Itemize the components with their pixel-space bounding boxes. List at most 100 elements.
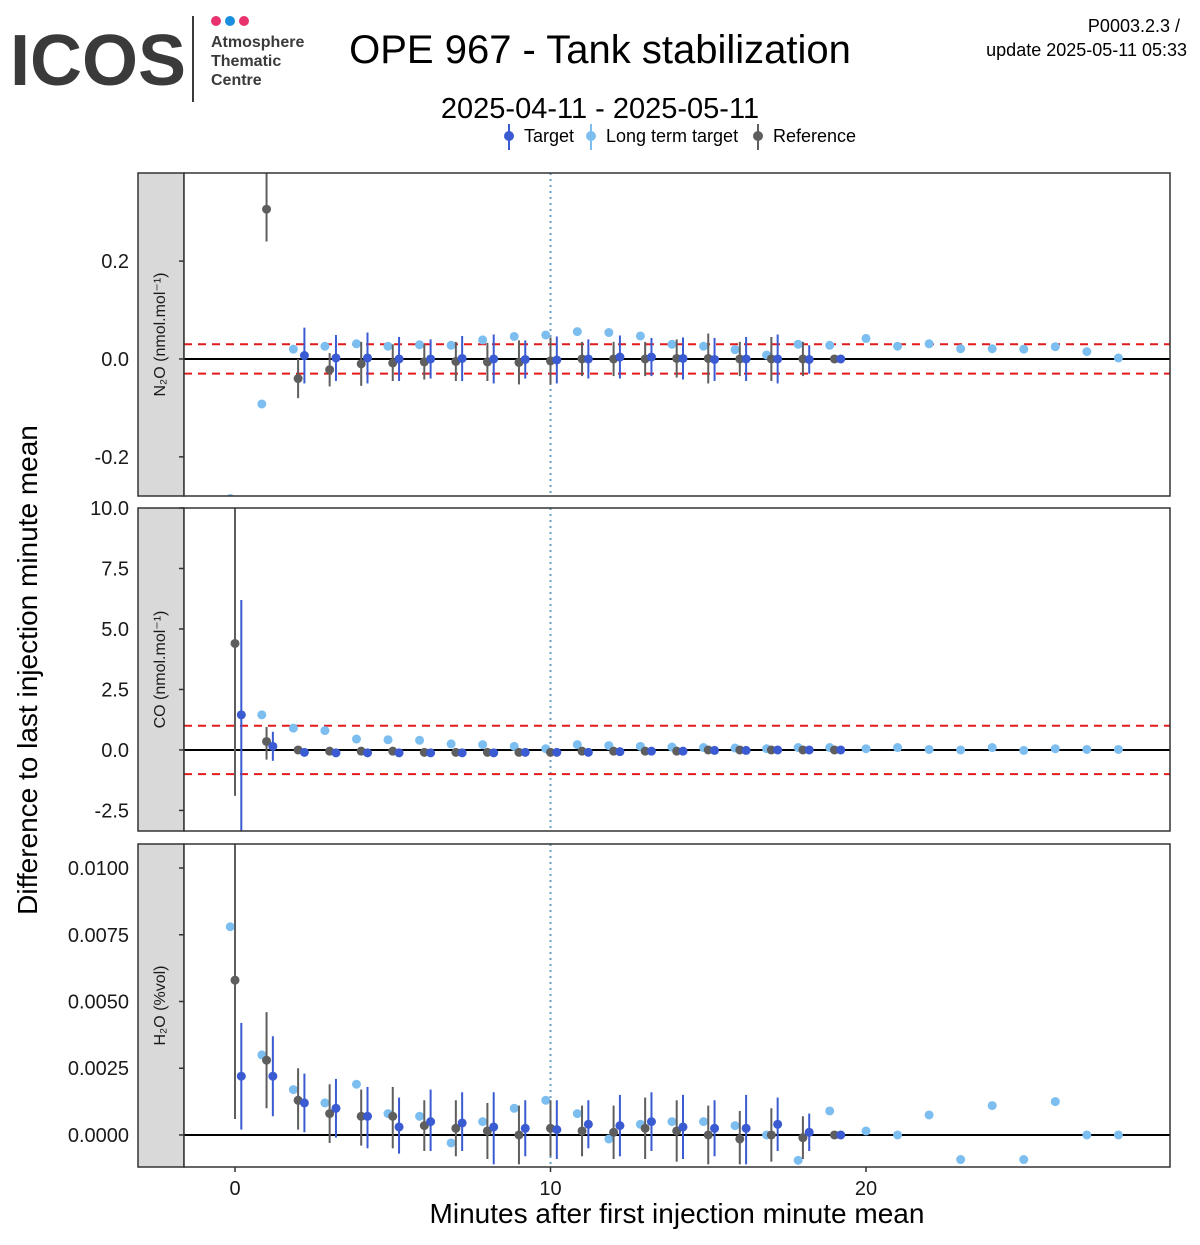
target-point xyxy=(236,1071,246,1081)
chart-title: OPE 967 - Tank stabilization xyxy=(349,28,851,72)
reference-point xyxy=(293,374,303,384)
logo-dot xyxy=(225,16,235,26)
long-term-target-point xyxy=(699,341,709,351)
reference-point xyxy=(798,1133,808,1143)
reference-point xyxy=(577,354,587,364)
long-term-target-point xyxy=(793,339,803,349)
long-term-target-point xyxy=(604,328,614,338)
y-tick-label: 0.2 xyxy=(101,251,129,273)
y-tick-label: 0.0000 xyxy=(68,1125,129,1147)
y-tick-label: 5.0 xyxy=(101,619,129,641)
target-point xyxy=(236,710,246,720)
long-term-target-point xyxy=(478,335,488,345)
reference-point xyxy=(356,359,366,369)
target-point xyxy=(615,352,625,362)
target-point xyxy=(678,746,688,756)
reference-point xyxy=(262,204,272,214)
reference-point xyxy=(829,1130,839,1140)
long-term-target-point xyxy=(1019,1155,1029,1165)
target-point xyxy=(836,354,846,364)
target-point xyxy=(615,1121,625,1131)
panel-background xyxy=(184,173,1170,496)
target-point xyxy=(299,351,309,361)
target-point xyxy=(363,1111,373,1121)
target-point xyxy=(268,1071,278,1081)
long-term-target-point xyxy=(478,1117,488,1127)
target-point xyxy=(394,748,404,758)
panel-border xyxy=(183,172,1171,497)
long-term-target-point xyxy=(987,344,997,354)
target-point xyxy=(646,1117,656,1127)
long-term-target-point xyxy=(541,1095,551,1105)
target-point xyxy=(489,748,499,758)
long-term-target-point xyxy=(730,345,740,355)
reference-point xyxy=(514,747,524,757)
long-term-target-point xyxy=(383,341,393,351)
long-term-target-point xyxy=(288,344,298,354)
target-point xyxy=(520,354,530,364)
target-point xyxy=(552,1125,562,1135)
reference-point xyxy=(514,1130,524,1140)
reference-point xyxy=(703,1130,713,1140)
target-point xyxy=(804,354,814,364)
long-term-target-point xyxy=(825,1106,835,1116)
target-point xyxy=(394,354,404,364)
long-term-target-point xyxy=(415,340,425,350)
long-term-target-point xyxy=(257,710,267,720)
target-point xyxy=(804,1127,814,1137)
target-point xyxy=(804,745,814,755)
long-term-target-point xyxy=(351,1079,361,1089)
target-point xyxy=(299,1098,309,1108)
long-term-target-point xyxy=(1050,744,1060,754)
panel-border xyxy=(183,507,1171,832)
long-term-target-point xyxy=(893,1130,903,1140)
target-point xyxy=(773,1119,783,1129)
x-axis-title: Minutes after first injection minute mea… xyxy=(430,1198,925,1229)
long-term-target-point xyxy=(383,735,393,745)
target-point xyxy=(489,1122,499,1132)
long-term-target-point xyxy=(1050,1097,1060,1107)
long-term-target-point xyxy=(1113,353,1123,363)
target-point xyxy=(646,746,656,756)
panel-strip-label: N₂O (nmol.mol⁻¹) xyxy=(152,273,169,397)
panel-strip xyxy=(137,172,185,497)
legend-label-reference: Reference xyxy=(773,126,856,146)
reference-point xyxy=(262,1055,272,1065)
target-point xyxy=(773,354,783,364)
target-point xyxy=(583,747,593,757)
long-term-target-point xyxy=(572,740,582,750)
target-point xyxy=(457,748,467,758)
panel-strip-label: CO (nmol.mol⁻¹) xyxy=(152,611,169,729)
long-term-target-point xyxy=(987,1101,997,1111)
long-term-target-point xyxy=(415,735,425,745)
target-point xyxy=(678,1122,688,1132)
logo-text: ICOS xyxy=(10,21,186,101)
target-point xyxy=(363,748,373,758)
panel-strip xyxy=(137,507,185,832)
target-point xyxy=(363,353,373,363)
legend-key-reference xyxy=(753,131,763,141)
reference-point xyxy=(640,1123,650,1133)
long-term-target-point xyxy=(351,734,361,744)
reference-point xyxy=(766,354,776,364)
long-term-target-point xyxy=(1019,745,1029,755)
long-term-target-point xyxy=(667,339,677,349)
reference-point xyxy=(230,638,240,648)
reference-point xyxy=(451,1123,461,1133)
reference-point xyxy=(230,975,240,985)
long-term-target-point xyxy=(288,723,298,733)
long-term-target-point xyxy=(351,339,361,349)
y-tick-label: 0.0050 xyxy=(68,991,129,1013)
panel-h2o: H₂O (%vol) 0.0000 0.0025 0.0050 0.0075 0.0100… xyxy=(68,843,1171,1200)
target-point xyxy=(836,745,846,755)
long-term-target-point xyxy=(1113,744,1123,754)
target-point xyxy=(426,748,436,758)
target-point xyxy=(331,1103,341,1113)
long-term-target-point xyxy=(924,339,934,349)
reference-point xyxy=(546,747,555,757)
target-point xyxy=(394,1122,404,1132)
long-term-target-point xyxy=(667,1117,677,1127)
long-term-target-point xyxy=(1113,1130,1123,1140)
long-term-target-point xyxy=(572,1109,582,1119)
y-tick-label: 2.5 xyxy=(101,679,129,701)
